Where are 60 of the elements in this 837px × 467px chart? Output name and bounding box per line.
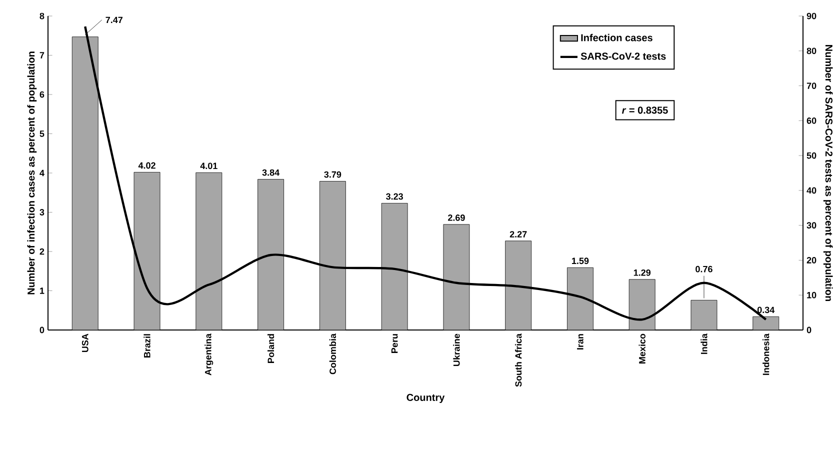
- bar: [381, 203, 408, 330]
- y-tick-label: 6: [40, 91, 44, 98]
- data-label: 1.29: [634, 269, 651, 276]
- y-tick-label: 8: [40, 12, 44, 20]
- data-label: 7.47: [106, 16, 122, 24]
- y-tick-label: 7: [40, 52, 44, 58]
- bar: [134, 172, 160, 330]
- y2-tick-label: 80: [806, 48, 816, 54]
- bar: [72, 36, 98, 330]
- data-label: 3.84: [262, 169, 280, 176]
- y2-tick-label: 10: [807, 292, 816, 298]
- y-tick-label: 5: [40, 130, 44, 137]
- x-tick-label: Mexico: [638, 334, 646, 364]
- x-tick-label: Peru: [391, 334, 398, 353]
- legend-label: SARS-CoV-2 tests: [580, 52, 666, 60]
- data-label: 2.69: [448, 214, 465, 221]
- bar: [690, 300, 718, 330]
- data-label: 3.79: [324, 171, 342, 178]
- x-tick-label: Colombia: [329, 333, 336, 374]
- x-tick-label: Brazil: [144, 334, 150, 358]
- y2-tick-label: 90: [806, 12, 816, 20]
- y2-tick-label: 60: [806, 117, 816, 124]
- y2-tick-label: 50: [806, 152, 816, 159]
- bar: [505, 240, 532, 330]
- y-tick-label: 1: [40, 288, 44, 294]
- y2-axis-title: Number of SARS-CoV-2 tests as percent of population: [823, 45, 833, 301]
- y2-tick-label: 70: [806, 82, 816, 89]
- legend-label: Infection cases: [581, 34, 652, 42]
- bar: [443, 224, 470, 330]
- y2-tick-label: 40: [806, 187, 816, 194]
- y-tick-label: 3: [40, 209, 44, 216]
- annotation: r = 0.8355: [622, 106, 668, 114]
- x-tick-label: India: [700, 333, 708, 354]
- data-label: 4.02: [138, 162, 156, 169]
- y-tick-label: 4: [40, 170, 44, 176]
- bar: [258, 179, 284, 330]
- bar: [628, 279, 656, 330]
- x-tick-label: USA: [82, 334, 88, 352]
- data-label: 4.01: [200, 162, 218, 170]
- x-tick-label: Ukraine: [453, 334, 460, 366]
- bar: [196, 172, 222, 330]
- x-tick-label: South Africa: [515, 333, 522, 387]
- x-tick-label: Iran: [577, 334, 584, 350]
- x-tick-label: Argentina: [204, 333, 214, 376]
- y-axis-title: Number of infection cases as percent of population: [27, 52, 37, 294]
- data-label: 1.59: [572, 258, 589, 264]
- bar: [567, 267, 594, 330]
- x-tick-label: Poland: [267, 334, 274, 363]
- y2-tick-label: 20: [806, 257, 816, 264]
- x-axis-title: Country: [406, 394, 445, 403]
- data-label: 0.34: [757, 306, 775, 314]
- data-label: 2.27: [510, 231, 527, 238]
- x-tick-label: Indonesia: [762, 333, 770, 375]
- y2-tick-label: 30: [806, 222, 816, 229]
- y-tick-label: 0: [40, 326, 44, 334]
- bar: [319, 181, 346, 330]
- y2-tick-label: 0: [806, 326, 812, 334]
- y-tick-label: 2: [40, 248, 44, 255]
- data-label: 0.76: [696, 266, 712, 272]
- data-label: 3.23: [386, 193, 403, 200]
